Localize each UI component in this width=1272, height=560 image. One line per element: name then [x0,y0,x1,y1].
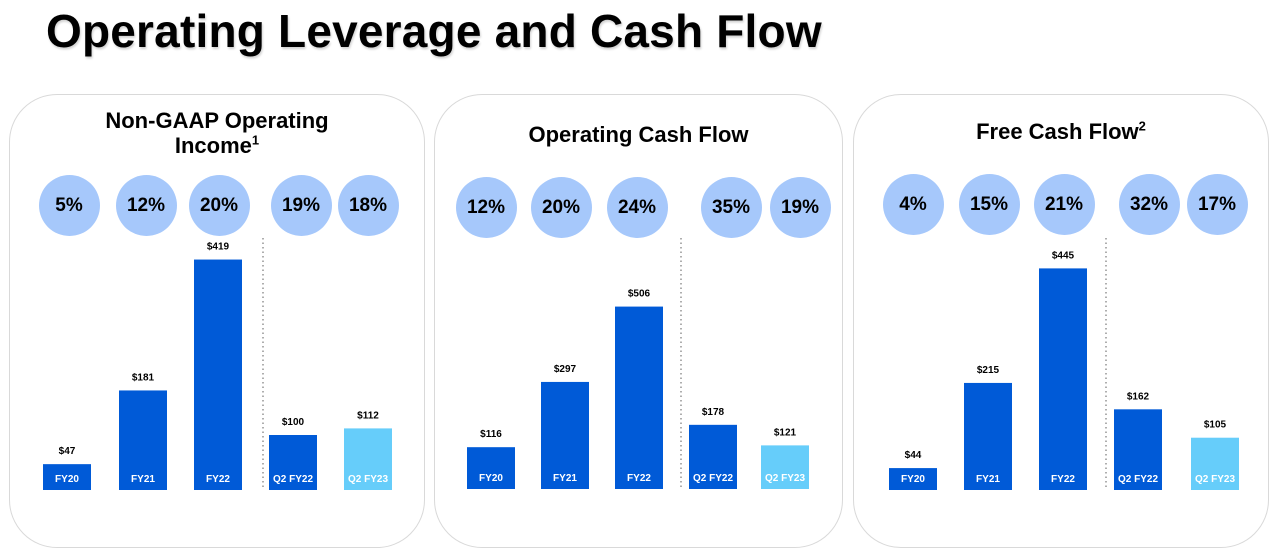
chart-panel-operating-cash-flow: Operating Cash Flow $116 FY20 $297 FY21 $506… [434,94,843,548]
bar-value-label: $100 [282,417,305,428]
margin-badge: 19% [270,175,332,236]
bar-category-label: FY21 [553,473,577,484]
bar-category-label: Q2 FY23 [1195,474,1235,485]
bar [615,306,663,489]
bar [344,428,392,490]
bar-category-label: Q2 FY23 [348,474,388,485]
bar [269,435,317,490]
bar [964,382,1012,490]
bar-category-label: Q2 FY22 [1118,474,1158,485]
bar [1039,268,1087,490]
bar-value-label: $297 [554,364,577,375]
margin-badge: 18% [337,175,399,236]
chart-title-text: Free Cash Flow [976,119,1139,144]
bar [119,390,167,490]
footnote-marker: 1 [251,132,260,148]
bar [761,445,809,489]
chart-title-text: Operating Cash Flow [528,122,749,147]
bar-value-label: $506 [628,289,651,300]
bar [194,259,242,490]
bar-category-label: FY20 [55,474,79,485]
bar-category-label: FY22 [1051,474,1075,485]
bar-category-label: FY22 [206,474,230,485]
bar-value-label: $121 [774,427,797,438]
margin-badge: 20% [530,177,592,238]
bar-value-label: $112 [357,410,379,421]
bar-value-label: $181 [132,372,155,383]
bar-value-label: $162 [1127,391,1150,402]
bar-category-label: FY21 [976,474,1000,485]
bar-value-label: $178 [702,407,725,418]
margin-badge: 15% [958,174,1020,235]
margin-badge: 35% [700,177,762,238]
chart-panel-operating-income: Non-GAAP Operating Income1 $47 FY20 $181 FY… [9,94,425,548]
bar-category-label: FY22 [627,473,651,484]
bar [43,464,91,490]
bar-value-label: $445 [1052,250,1075,261]
bar-value-label: $105 [1204,420,1227,431]
bar-value-label: $47 [59,446,76,457]
bar-chart: $47 FY20 $181 FY21 $419 FY22 $100 Q2 FY22 $112 Q2… [43,238,392,490]
bar-chart: $116 FY20 $297 FY21 $506 FY22 $178 Q2 FY22 $121 Q… [467,238,809,489]
chart-title-line1: Non-GAAP Operating [105,108,329,133]
bar [541,381,589,489]
bar-category-label: FY20 [901,474,925,485]
margin-badge: 19% [769,177,831,238]
bar-chart: $44 FY20 $215 FY21 $445 FY22 $162 Q2 FY22 $105 Q2… [889,238,1239,490]
bar-category-label: Q2 FY23 [765,473,805,484]
bar-category-label: Q2 FY22 [273,474,313,485]
margin-badge: 17% [1186,174,1248,235]
page-title: Operating Leverage and Cash Flow [46,5,822,57]
bar-category-label: FY20 [479,473,503,484]
margin-badge: 20% [188,175,250,236]
bar [1114,409,1162,490]
bar-category-label: Q2 FY22 [693,473,733,484]
margin-badge: 21% [1033,174,1095,235]
bar [689,424,737,489]
bar [889,468,937,490]
chart-title: Non-GAAP Operating Income1 [10,108,424,158]
margin-badge: 32% [1118,174,1180,235]
margin-badge: 5% [38,175,100,236]
bar-value-label: $419 [207,242,230,253]
bar [1191,437,1239,490]
margin-badge: 4% [882,174,944,235]
bar-value-label: $44 [905,450,922,461]
bar-value-label: $116 [480,429,502,440]
footnote-marker: 2 [1138,118,1146,134]
chart-title-line2: Income [174,133,252,158]
bar-value-label: $215 [977,365,1000,376]
margin-badge: 24% [606,177,668,238]
chart-title: Free Cash Flow2 [854,119,1268,144]
margin-badge: 12% [115,175,177,236]
margin-badge: 12% [455,177,517,238]
bar-category-label: FY21 [131,474,155,485]
bar [467,447,515,489]
chart-title: Operating Cash Flow [435,122,842,147]
chart-panel-free-cash-flow: Free Cash Flow2 $44 FY20 $215 FY21 $445 FY22 $… [853,94,1269,548]
